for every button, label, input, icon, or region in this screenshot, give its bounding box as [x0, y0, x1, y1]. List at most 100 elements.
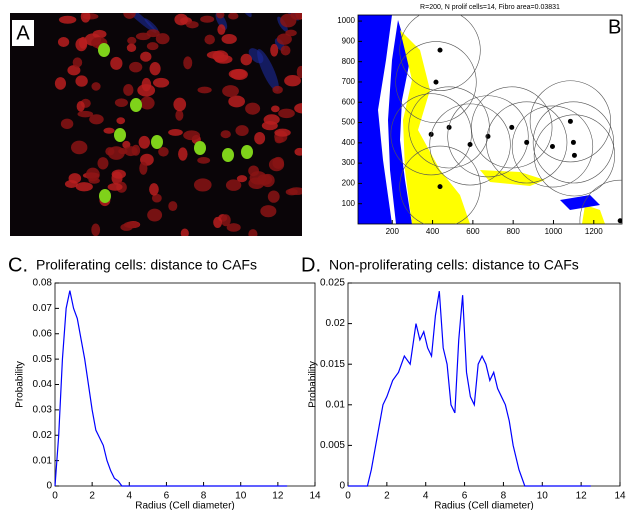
nucleus: [225, 179, 242, 191]
nucleus: [91, 82, 101, 91]
nucleus: [180, 228, 189, 236]
y-tick-label: 400: [342, 138, 356, 147]
nucleus: [120, 223, 133, 231]
stroma: [144, 18, 159, 32]
nucleus: [60, 118, 74, 130]
x-tick-label: 6: [462, 491, 468, 502]
fibro-region: [582, 205, 605, 224]
nucleus: [217, 24, 226, 35]
nucleus: [76, 101, 85, 112]
nucleus-green: [222, 148, 234, 162]
x-tick-label: 2: [89, 491, 95, 502]
radius-circle: [429, 103, 511, 186]
x-tick-label: 8: [201, 491, 207, 502]
y-tick-label: 500: [342, 118, 356, 127]
nucleus: [200, 15, 215, 23]
nucleus: [138, 135, 151, 149]
nucleus: [103, 127, 115, 134]
nucleus: [173, 97, 187, 112]
x-tick-label: 4: [127, 491, 133, 502]
nucleus: [152, 77, 170, 88]
line-series: [348, 291, 591, 487]
nucleus: [280, 45, 291, 56]
nucleus: [236, 175, 248, 183]
x-tick-label: 1000: [545, 227, 563, 236]
chart-title: Non-proliferating cells: distance to CAF…: [329, 257, 579, 273]
radius-circle: [529, 80, 612, 163]
nucleus-green: [114, 128, 126, 142]
nucleus: [175, 109, 184, 121]
tissue-map: [358, 15, 605, 224]
nucleus: [213, 216, 223, 228]
chart-title: R=200, N prolif cells=14, Fibro area=0.0…: [420, 4, 560, 11]
nucleus: [267, 190, 280, 203]
nucleus: [254, 131, 266, 145]
nucleus: [89, 114, 104, 125]
nucleus: [284, 75, 301, 87]
y-tick-label: 0.025: [320, 278, 345, 289]
y-tick-label: 0.08: [33, 278, 53, 289]
y-tick-label: 0.005: [320, 440, 345, 451]
nucleus-green: [151, 135, 163, 149]
cell-point: [467, 141, 473, 147]
nucleus: [80, 13, 91, 23]
nucleus: [226, 223, 241, 232]
radius-circle: [399, 15, 481, 91]
nucleus: [235, 125, 249, 137]
nucleus: [221, 33, 237, 44]
nucleus: [124, 146, 138, 157]
nucleus: [77, 110, 94, 118]
panel-label: C.: [8, 254, 28, 276]
stroma: [390, 0, 406, 11]
panel-label: B: [608, 16, 621, 38]
y-tick-label: 1000: [337, 16, 355, 25]
x-tick-label: 200: [386, 227, 400, 236]
nucleus: [174, 13, 189, 26]
x-tick-label: 2: [384, 491, 390, 502]
nucleus: [57, 36, 70, 48]
x-tick-label: 6: [164, 491, 170, 502]
axes-box: [357, 14, 623, 225]
nucleus: [88, 177, 100, 184]
nucleus: [64, 180, 78, 188]
nucleus: [140, 51, 152, 62]
radius-circle: [447, 95, 529, 178]
x-tick-label: 8: [501, 491, 507, 502]
x-tick-label: 12: [272, 491, 284, 502]
fibro-region: [400, 30, 470, 224]
chart-title: Proliferating cells: distance to CAFs: [36, 257, 257, 273]
radius-circle: [390, 93, 472, 176]
nucleus: [183, 130, 201, 141]
cell-point: [446, 124, 452, 130]
nucleus: [149, 183, 159, 196]
micrograph: [10, 0, 406, 236]
nucleus: [71, 140, 88, 155]
x-tick-label: 600: [466, 227, 480, 236]
nucleus: [123, 84, 134, 96]
nucleus: [193, 178, 212, 192]
nucleus: [228, 95, 246, 108]
y-tick-label: 0.01: [326, 399, 346, 410]
nucleus: [240, 53, 253, 66]
nucleus-green: [98, 43, 110, 57]
y-tick-label: 300: [342, 158, 356, 167]
y-tick-label: 0.05: [33, 354, 53, 365]
nucleus: [296, 65, 302, 79]
cell-point: [617, 218, 622, 224]
nucleus: [288, 187, 302, 196]
nucleus: [248, 229, 258, 236]
nucleus: [111, 169, 126, 179]
nucleus-green: [99, 189, 111, 203]
nucleus: [139, 161, 148, 175]
y-tick-label: 0.03: [33, 405, 53, 416]
nucleus: [126, 43, 137, 52]
nucleus-green: [130, 98, 142, 112]
cell-point: [570, 139, 576, 145]
y-tick-label: 0.04: [33, 379, 53, 390]
x-axis-label: Radius (Cell diameter): [434, 501, 533, 510]
y-tick-label: 0: [339, 481, 345, 492]
nucleus: [75, 182, 93, 192]
nucleus: [58, 15, 77, 24]
cell-point: [433, 79, 439, 85]
nucleus: [107, 183, 123, 191]
